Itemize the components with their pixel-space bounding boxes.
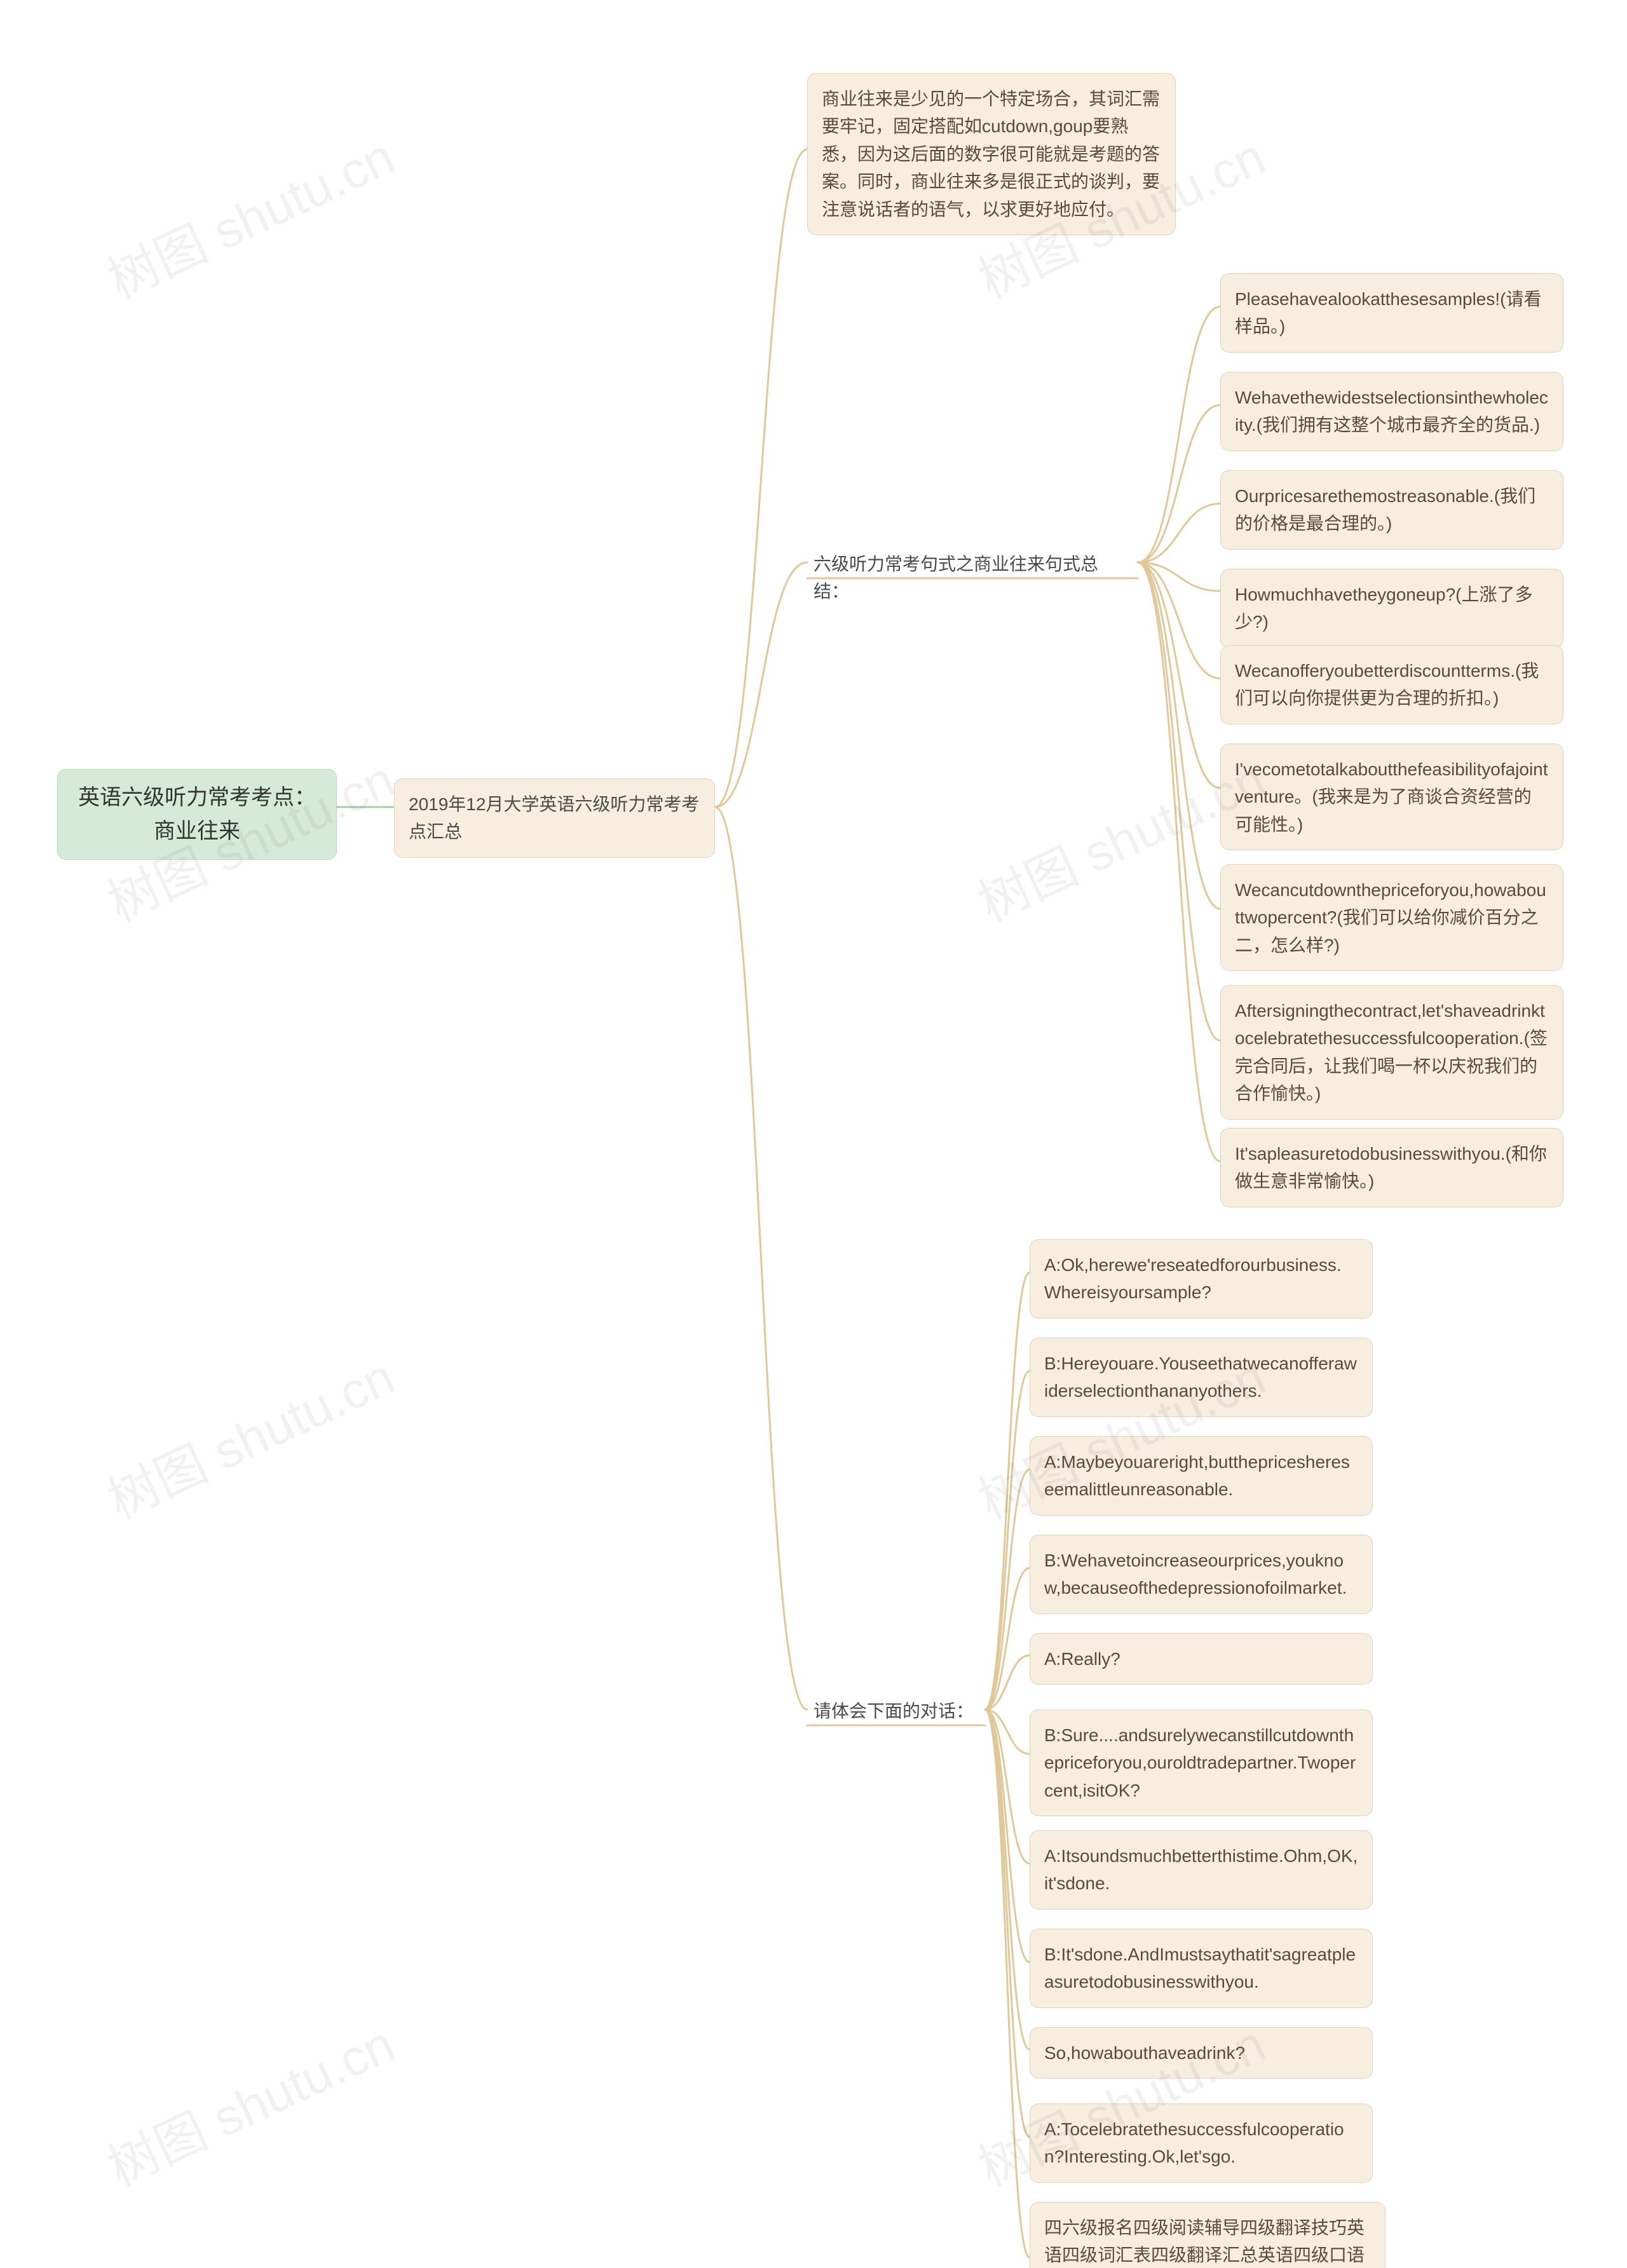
watermark: 树图 shutu.cn — [94, 116, 404, 313]
watermark: 树图 shutu.cn — [94, 2004, 404, 2201]
watermark: 树图 shutu.cn — [94, 1336, 404, 1533]
branch3-item-4: A:Really? — [1030, 1633, 1373, 1685]
branch2-item-0: Pleasehavealookatthesesamples!(请看样品。) — [1220, 273, 1563, 353]
branch3-item-9: A:Tocelebratethesuccessfulcooperation?In… — [1030, 2103, 1373, 2183]
branch2-item-2: Ourpricesarethemostreasonable.(我们的价格是最合理… — [1220, 470, 1563, 550]
branch3-item-8: So,howabouthaveadrink? — [1030, 2027, 1373, 2079]
branch3-item-6: A:Itsoundsmuchbetterthistime.Ohm,OK,it's… — [1030, 1830, 1373, 1910]
branch2-item-1: Wehavethewidestselectionsinthewholecity.… — [1220, 372, 1563, 451]
branch3-item-7: B:It'sdone.AndImustsaythatit'sagreatplea… — [1030, 1929, 1373, 2008]
branch2-item-7: Aftersigningthecontract,let'shaveadrinkt… — [1220, 985, 1563, 1120]
branch2-label: 六级听力常考句式之商业往来句式总结： — [807, 547, 1138, 609]
branch2-item-6: Wecancutdownthepriceforyou,howabouttwope… — [1220, 864, 1563, 971]
root-node: 英语六级听力常考考点：商业往来 — [57, 769, 337, 860]
branch3-item-10: 四六级报名四级阅读辅导四级翻译技巧英语四级词汇表四级翻译汇总英语四级口语六级阅读… — [1030, 2202, 1385, 2268]
branch3-item-0: A:Ok,herewe'reseatedforourbusiness.Where… — [1030, 1239, 1373, 1319]
branch2-item-4: Wecanofferyoubetterdiscountterms.(我们可以向你… — [1220, 645, 1563, 724]
level2-node: 2019年12月大学英语六级听力常考考点汇总 — [394, 778, 715, 858]
branch3-item-5: B:Sure....andsurelywecanstillcutdownthep… — [1030, 1709, 1373, 1816]
branch3-item-2: A:Maybeyouareright,butthepriceshereseema… — [1030, 1436, 1373, 1516]
branch3-item-1: B:Hereyouare.Youseethatwecanofferawiders… — [1030, 1338, 1373, 1417]
branch3-item-3: B:Wehavetoincreaseourprices,youknow,beca… — [1030, 1535, 1373, 1614]
branch3-label: 请体会下面的对话： — [807, 1694, 985, 1728]
branch2-item-8: It'sapleasuretodobusinesswithyou.(和你做生意非… — [1220, 1128, 1563, 1207]
branch1-intro: 商业往来是少见的一个特定场合，其词汇需要牢记，固定搭配如cutdown,goup… — [807, 73, 1176, 235]
branch2-item-5: I'vecometotalkaboutthefeasibilityofajoin… — [1220, 744, 1563, 850]
branch2-item-3: Howmuchhavetheygoneup?(上涨了多少?) — [1220, 569, 1563, 648]
